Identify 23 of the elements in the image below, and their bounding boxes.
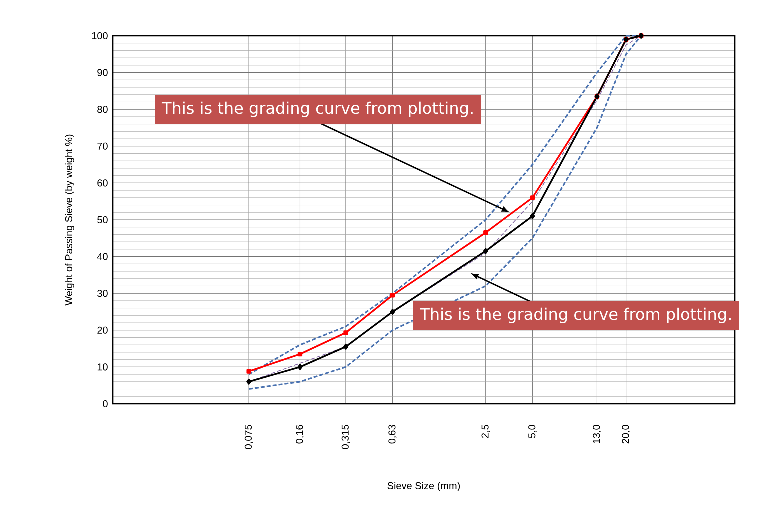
y-tick-label: 70 — [98, 142, 108, 150]
x-axis-title: Sieve Size (mm) — [388, 482, 460, 492]
y-tick-label: 50 — [98, 216, 108, 224]
x-tick-label: 0,63 — [388, 425, 397, 444]
x-tick-label: 5,0 — [528, 425, 537, 438]
x-tick-label: 0,075 — [244, 425, 254, 450]
y-tick-label: 40 — [97, 253, 108, 260]
y-tick-label: 100 — [92, 32, 108, 40]
x-tick-label: 20,0 — [622, 425, 630, 444]
y-tick-label: 30 — [98, 290, 108, 298]
y-axis-title: Weight of Passing Sieve (by weight %) — [65, 134, 74, 306]
y-tick-label: 90 — [98, 69, 108, 76]
y-tick-label: 80 — [98, 106, 108, 114]
y-tick-label: 60 — [98, 180, 108, 187]
y-tick-label: 10 — [98, 364, 108, 371]
y-tick-label: 20 — [98, 326, 108, 334]
annotation: This is the grading curve from plotting. — [420, 308, 731, 324]
annotation: This is the grading curve from plotting. — [162, 102, 473, 118]
x-tick-label: 0,16 — [296, 425, 304, 444]
x-tick-label: 2,5 — [482, 425, 490, 438]
y-tick-label: 0 — [103, 400, 108, 408]
x-tick-label: 13,0 — [593, 425, 602, 444]
x-tick-label: 0,315 — [342, 425, 350, 450]
